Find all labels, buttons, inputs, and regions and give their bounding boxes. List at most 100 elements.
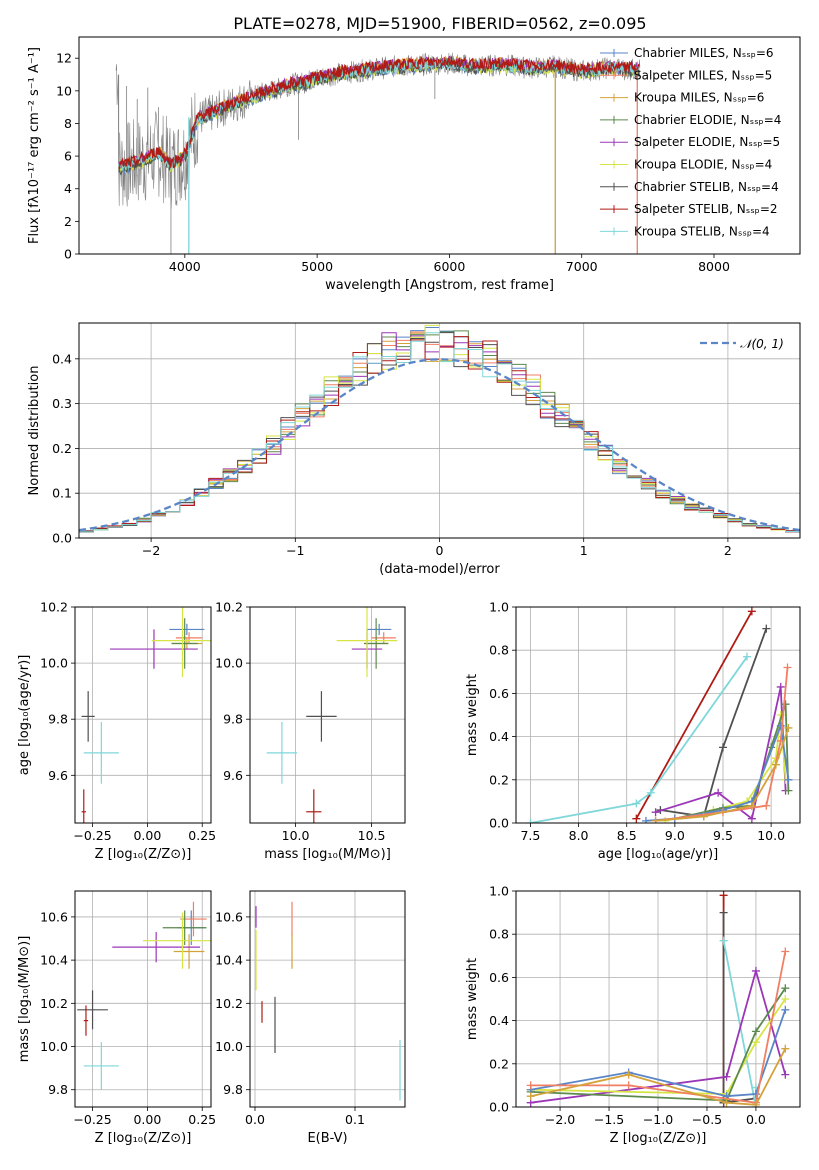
weight-marker xyxy=(747,607,756,616)
x-axis-label: mass [log₁₀(M/M⊙)] xyxy=(264,847,391,862)
x-tick-label: −0.5 xyxy=(692,1112,722,1127)
model-fit-line-salpeter-elodie xyxy=(118,56,640,169)
weight-line-kroupa-stelib xyxy=(530,656,748,823)
model-fit-line-kroupa-miles xyxy=(118,55,640,171)
weight-marker xyxy=(751,1100,760,1107)
legend-label: Salpeter MILES, Nₛₛₚ=5 xyxy=(634,68,772,82)
x-tick-label: −1.5 xyxy=(594,1112,624,1127)
x-tick-label: 8000 xyxy=(698,259,730,274)
weight-marker xyxy=(624,1081,633,1090)
y-tick-label: 10.0 xyxy=(215,1039,243,1054)
weight-line-chabrier-miles xyxy=(645,722,790,822)
y-tick-label: 0.2 xyxy=(52,441,72,456)
weight-marker xyxy=(743,652,752,661)
weight-marker xyxy=(719,908,728,917)
y-axis-label: mass [log₁₀(M/M⊙)] xyxy=(17,936,32,1063)
weight-marker xyxy=(632,814,641,823)
weight-marker xyxy=(776,721,785,730)
axes-frame xyxy=(515,606,801,824)
x-tick-label: 9.5 xyxy=(713,828,733,843)
x-tick-label: 4000 xyxy=(169,259,201,274)
y-tick-label: 9.8 xyxy=(223,712,243,727)
x-tick-label: 0.00 xyxy=(133,828,161,843)
x-tick-label: 6000 xyxy=(434,259,466,274)
weight-marker xyxy=(762,801,771,810)
x-tick-label: 0.1 xyxy=(345,1112,365,1127)
x-axis-label: (data-model)/error xyxy=(379,562,500,577)
y-tick-label: 1.0 xyxy=(489,600,509,615)
x-tick-label: 8.0 xyxy=(569,828,589,843)
panel-mass_vs_ebv: 0.0 0.1 9.8 10.0 10.2 10.4 10.6 E(B-V) xyxy=(215,890,406,1146)
x-axis-label: wavelength [Angstrom, rest frame] xyxy=(325,278,554,293)
weight-marker xyxy=(651,816,660,823)
weight-line-chabrier-elodie xyxy=(530,987,787,1102)
plot-area xyxy=(255,901,401,1101)
panel-mass_vs_Z: −0.25 0.00 0.25 9.8 10.0 10.2 10.4 10.6 Z [log₁₀… xyxy=(17,890,216,1146)
weight-marker xyxy=(784,723,793,732)
y-tick-label: 0 xyxy=(64,247,72,262)
y-tick-label: 0.2 xyxy=(489,772,509,787)
x-tick-label: 2 xyxy=(724,543,732,558)
x-tick-label: 0.00 xyxy=(133,1112,161,1127)
weight-marker xyxy=(526,1092,535,1101)
y-tick-label: 9.8 xyxy=(48,1082,68,1097)
x-tick-label: 0.0 xyxy=(746,1112,766,1127)
x-tick-label: 0 xyxy=(436,543,444,558)
y-tick-label: 10.2 xyxy=(215,996,243,1011)
x-axis-label: E(B-V) xyxy=(307,1131,347,1146)
x-tick-label: 1 xyxy=(580,543,588,558)
x-tick-label: 0.25 xyxy=(188,828,216,843)
legend: Chabrier MILES, Nₛₛₚ=6 Salpeter MILES, Nₛ… xyxy=(600,46,781,238)
weight-marker xyxy=(719,891,728,900)
legend-label: Kroupa STELIB, Nₛₛₚ=4 xyxy=(634,224,770,238)
weight-line-chabrier-stelib xyxy=(722,912,757,1104)
weight-marker xyxy=(751,966,760,975)
weight-marker xyxy=(719,936,728,945)
weight-marker xyxy=(781,1005,790,1014)
x-tick-label: 0.25 xyxy=(188,1112,216,1127)
weight-line-chabrier-stelib xyxy=(660,628,768,818)
x-tick-label: 5000 xyxy=(301,259,333,274)
x-tick-label: −1.0 xyxy=(643,1112,673,1127)
y-tick-label: 10.2 xyxy=(215,600,243,615)
x-axis-label: Z [log₁₀(Z/Z⊙)] xyxy=(95,847,192,862)
panel-spectrum: 4000 5000 6000 7000 8000 0 2 4 6 8 10 12 wavelength … xyxy=(27,36,801,293)
legend-label: Chabrier ELODIE, Nₛₛₚ=4 xyxy=(634,113,781,127)
legend-label: Salpeter ELODIE, Nₛₛₚ=5 xyxy=(634,135,780,149)
y-tick-label: 0.3 xyxy=(52,396,72,411)
model-fit-line-salpeter-stelib xyxy=(118,55,640,171)
weight-marker xyxy=(762,624,771,633)
plot-area xyxy=(79,324,800,538)
y-tick-label: 0.4 xyxy=(489,729,509,744)
legend-label: 𝒩(0, 1) xyxy=(740,337,784,351)
y-tick-label: 10.0 xyxy=(215,656,243,671)
x-tick-label: 7000 xyxy=(566,259,598,274)
plot-area xyxy=(526,891,790,1107)
weight-line-kroupa-elodie xyxy=(665,714,787,822)
plot-area xyxy=(81,607,211,823)
weight-marker xyxy=(747,801,756,810)
weight-marker xyxy=(781,995,790,1003)
weight-line-salpeter-stelib xyxy=(635,610,753,820)
weight-marker xyxy=(632,799,641,808)
y-tick-label: 4 xyxy=(64,181,72,196)
plot-area xyxy=(526,607,793,823)
y-tick-label: 9.6 xyxy=(48,768,68,783)
y-tick-label: 0.8 xyxy=(489,643,509,658)
x-tick-label: −2.0 xyxy=(545,1112,575,1127)
weight-marker xyxy=(776,682,785,691)
weight-marker xyxy=(526,1081,535,1090)
x-tick-label: −2 xyxy=(142,543,160,558)
y-tick-label: 10.6 xyxy=(215,909,243,924)
weight-marker xyxy=(641,816,650,823)
weight-marker xyxy=(781,700,790,709)
weight-marker xyxy=(624,1070,633,1079)
y-tick-label: 0.6 xyxy=(489,970,509,985)
weight-marker xyxy=(783,663,792,672)
x-tick-label: 0.0 xyxy=(245,1112,265,1127)
y-tick-label: 9.8 xyxy=(48,712,68,727)
y-tick-label: 0.0 xyxy=(52,531,72,546)
figure-title: PLATE=0278, MJD=51900, FIBERID=0562, z=0… xyxy=(233,14,646,33)
weight-marker xyxy=(718,743,727,752)
weight-marker xyxy=(781,1044,790,1053)
